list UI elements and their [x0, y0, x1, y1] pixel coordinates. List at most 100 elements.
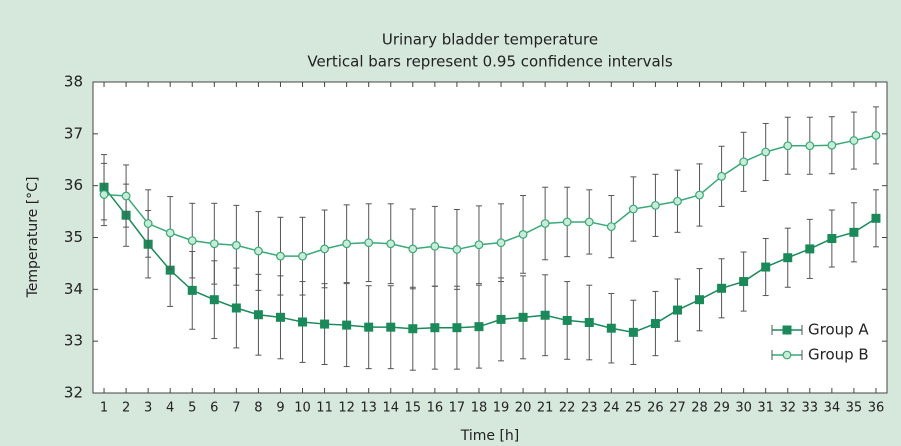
- data-point: [783, 141, 793, 151]
- data-point: [253, 310, 263, 320]
- x-tick-label: 7: [232, 401, 240, 416]
- x-tick-label: 1: [100, 401, 108, 416]
- x-tick-label: 27: [669, 401, 686, 416]
- data-point: [386, 239, 396, 249]
- x-tick-label: 29: [713, 401, 730, 416]
- x-tick-label: 2: [122, 401, 130, 416]
- data-point: [717, 283, 727, 293]
- x-tick-label: 14: [382, 401, 399, 416]
- x-tick-label: 4: [166, 401, 174, 416]
- data-point: [628, 204, 638, 214]
- data-point: [275, 312, 285, 322]
- x-tick-label: 22: [559, 401, 576, 416]
- data-point: [606, 222, 616, 232]
- data-point: [496, 314, 506, 324]
- data-point: [231, 303, 241, 313]
- data-point: [783, 253, 793, 263]
- y-tick-label: 33: [64, 332, 83, 350]
- x-tick-label: 24: [603, 401, 620, 416]
- x-tick-label: 28: [691, 401, 708, 416]
- x-tick-label: 10: [294, 401, 311, 416]
- x-tick-label: 15: [405, 401, 422, 416]
- data-point: [672, 305, 682, 315]
- data-point: [408, 324, 418, 334]
- data-point: [650, 319, 660, 329]
- y-tick-label: 34: [64, 280, 83, 298]
- data-point: [386, 322, 396, 332]
- x-tick-label: 17: [449, 401, 466, 416]
- data-point: [298, 317, 308, 327]
- data-point: [584, 217, 594, 227]
- y-tick-label: 36: [64, 176, 83, 194]
- data-point: [364, 322, 374, 332]
- data-point: [320, 319, 330, 329]
- data-point: [474, 240, 484, 250]
- data-point: [430, 323, 440, 333]
- data-point: [254, 246, 263, 256]
- data-point: [187, 285, 197, 295]
- data-point: [562, 315, 572, 325]
- data-point: [695, 295, 705, 305]
- x-tick-label: 12: [338, 401, 355, 416]
- legend-label: Group A: [808, 321, 869, 339]
- chart-title: Urinary bladder temperature: [382, 31, 598, 49]
- data-point: [231, 240, 241, 250]
- x-axis-label: Time [h]: [460, 428, 520, 444]
- x-tick-label: 23: [581, 401, 598, 416]
- data-point: [342, 239, 352, 249]
- data-point: [452, 245, 462, 254]
- data-point: [209, 239, 219, 249]
- data-point: [717, 171, 726, 181]
- plot-area: [92, 81, 888, 394]
- data-point: [342, 320, 352, 330]
- data-point: [761, 147, 771, 157]
- data-point: [761, 262, 771, 272]
- x-tick-label: 6: [210, 401, 218, 416]
- data-point: [320, 244, 329, 254]
- x-tick-label: 21: [537, 401, 554, 416]
- x-tick-label: 33: [802, 401, 819, 416]
- legend-marker: [782, 325, 792, 335]
- x-tick-label: 5: [188, 401, 196, 416]
- x-tick-label: 36: [868, 401, 885, 416]
- data-point: [584, 318, 594, 328]
- x-tick-label: 11: [316, 401, 333, 416]
- data-point: [540, 219, 550, 228]
- data-point: [805, 244, 815, 254]
- data-point: [628, 327, 638, 337]
- x-tick-label: 8: [254, 401, 262, 416]
- data-point: [805, 141, 815, 151]
- data-point: [298, 251, 307, 261]
- data-point: [408, 244, 418, 254]
- legend-label: Group B: [808, 346, 869, 364]
- x-tick-label: 30: [735, 401, 752, 416]
- data-point: [276, 251, 285, 261]
- data-point: [849, 136, 859, 145]
- data-point: [364, 238, 374, 248]
- x-tick-label: 20: [515, 401, 532, 416]
- x-tick-label: 25: [625, 401, 642, 416]
- legend-marker: [782, 350, 792, 360]
- data-point: [849, 227, 859, 237]
- y-tick-label: 35: [64, 228, 83, 246]
- data-point: [827, 140, 837, 150]
- x-tick-label: 35: [846, 401, 863, 416]
- x-tick-label: 31: [757, 401, 774, 416]
- y-tick-label: 32: [64, 384, 83, 402]
- data-point: [518, 312, 528, 322]
- x-tick-label: 18: [471, 401, 488, 416]
- data-point: [121, 191, 131, 201]
- data-point: [673, 196, 682, 206]
- data-point: [871, 213, 881, 223]
- x-tick-label: 9: [276, 401, 284, 416]
- data-point: [165, 228, 175, 238]
- y-axis-label: Temperature [°C]: [25, 177, 41, 299]
- x-tick-label: 34: [824, 401, 841, 416]
- data-point: [606, 323, 616, 333]
- data-point: [562, 217, 572, 227]
- x-tick-label: 3: [144, 401, 152, 416]
- y-tick-label: 37: [64, 124, 83, 142]
- x-tick-label: 16: [427, 401, 444, 416]
- data-point: [695, 190, 704, 200]
